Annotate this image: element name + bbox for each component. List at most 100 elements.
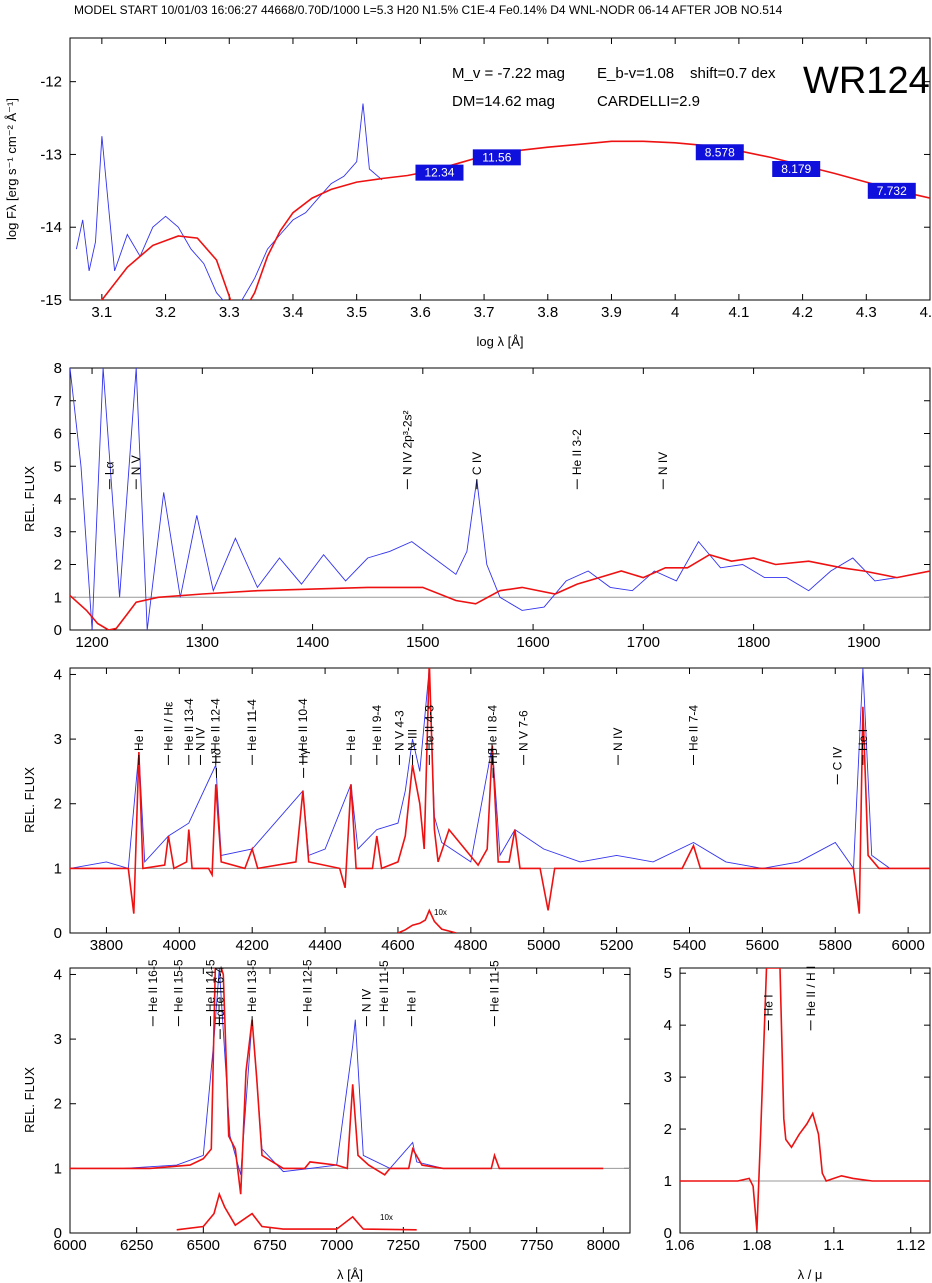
xtick-label: 3.1 — [91, 304, 112, 321]
ytick-label: 7 — [54, 393, 62, 410]
flux-box — [695, 144, 744, 161]
xtick-label: 1400 — [296, 634, 329, 651]
line-id-label: He II 10-4 — [296, 698, 310, 751]
flux-box — [867, 182, 916, 199]
ytick-label: -15 — [40, 292, 62, 309]
xtick-label: 1.06 — [665, 1237, 694, 1254]
red-model_10x-series — [176, 1191, 417, 1231]
line-id-label: N V 7-6 — [517, 710, 531, 751]
line-id-label: N III — [406, 729, 420, 751]
xtick-label: 7250 — [387, 1237, 420, 1254]
line-id-label: He II 12-5 — [301, 959, 315, 1012]
line-id-label: N IV — [360, 989, 374, 1012]
xtick-label: 4400 — [308, 937, 341, 954]
xtick-label: 3.6 — [410, 304, 431, 321]
xtick-label: 6750 — [253, 1237, 286, 1254]
ytick-label: 3 — [54, 1031, 62, 1048]
sed-observed-series — [75, 103, 383, 300]
line-id-label: He I — [405, 990, 419, 1012]
optical-10x-note: 10x — [434, 908, 447, 917]
xtick-label: 1300 — [186, 634, 219, 651]
line-id-label: Hα — [213, 1009, 227, 1025]
line-id-label: He II 6-4 — [212, 966, 226, 1012]
ytick-label: 6 — [54, 426, 62, 443]
annotation-dm: DM=14.62 mag — [452, 93, 555, 110]
line-id-label: He I — [761, 994, 775, 1016]
line-id-label: He II 11-5 — [377, 960, 391, 1012]
xtick-label: 5800 — [819, 937, 852, 954]
uv-panel: REL. FLUX 1200 1300 1400 1500 1600 1700 1800 19… — [22, 360, 931, 651]
red-xlabel: λ [Å] — [337, 1267, 363, 1282]
xtick-label: 3.3 — [219, 304, 240, 321]
flux-box — [772, 161, 821, 177]
line-id-label: He II 8-4 — [485, 705, 499, 751]
xtick-label: 4800 — [454, 937, 487, 954]
xtick-label: 1.12 — [896, 1237, 925, 1254]
xtick-label: 5200 — [600, 937, 633, 954]
red-observed-series — [70, 968, 470, 1175]
ytick-label: 4 — [54, 491, 62, 508]
line-id-label: He I — [344, 729, 358, 751]
ytick-label: 0 — [54, 1225, 62, 1242]
optical-observed-series — [70, 668, 930, 870]
xtick-label: 3.9 — [601, 304, 622, 321]
ytick-label: 0 — [54, 925, 62, 942]
sed-xlabel: log λ [Å] — [477, 334, 524, 349]
red-model-series — [70, 968, 604, 1195]
xtick-label: 5600 — [746, 937, 779, 954]
flux-box — [472, 149, 521, 166]
xtick-label: 4200 — [236, 937, 269, 954]
line-id-label: N V 4-3 — [392, 710, 406, 751]
xtick-label: 4.1 — [728, 304, 749, 321]
ytick-label: 8 — [54, 360, 62, 377]
ytick-label: 3 — [54, 731, 62, 748]
xtick-label: 5000 — [527, 937, 560, 954]
uv-observed-series — [70, 368, 930, 630]
ytick-label: 2 — [54, 796, 62, 813]
xtick-label: 1.1 — [823, 1237, 844, 1254]
ytick-label: -14 — [40, 219, 62, 236]
line-id-label: He II 11-5 — [488, 960, 502, 1012]
xtick-label: 6250 — [120, 1237, 153, 1254]
sed-frame — [69, 37, 931, 301]
sed-model-series — [100, 140, 930, 300]
line-id-label: N IV 2p³-2s² — [400, 410, 414, 475]
ytick-label: 2 — [54, 557, 62, 574]
annotation-ebv: E_b-v=1.08 — [597, 65, 674, 82]
uv-model-series — [70, 553, 930, 630]
line-id-label: He II / Hε — [161, 701, 175, 751]
xtick-label: 4.4 — [920, 304, 932, 321]
xtick-label: 6000 — [891, 937, 924, 954]
object-name: WR124 — [803, 60, 930, 102]
ytick-label: 3 — [54, 524, 62, 541]
ytick-label: 4 — [54, 666, 62, 683]
ytick-label: 2 — [664, 1121, 672, 1138]
line-id-label: He II 7-4 — [687, 705, 701, 751]
xtick-label: 4 — [671, 304, 679, 321]
xtick-label: 3.8 — [537, 304, 558, 321]
header-text: MODEL START 10/01/03 16:06:27 44668/0.70… — [74, 3, 783, 17]
xtick-label: 4.3 — [856, 304, 877, 321]
ytick-label: -12 — [40, 74, 62, 91]
xtick-label: 4.2 — [792, 304, 813, 321]
line-id-label: N IV — [611, 728, 625, 751]
ir-model-series — [680, 968, 930, 1231]
ytick-label: 1 — [54, 1160, 62, 1177]
xtick-label: 3.7 — [474, 304, 495, 321]
annotation-shift: shift=0.7 dex — [690, 65, 776, 82]
xtick-label: 3800 — [90, 937, 123, 954]
ytick-label: 1 — [664, 1173, 672, 1190]
annotation-cardelli: CARDELLI=2.9 — [597, 93, 700, 110]
line-id-label: Lα — [103, 462, 117, 476]
ytick-label: 5 — [54, 458, 62, 475]
flux-box — [415, 164, 464, 181]
xtick-label: 1600 — [516, 634, 549, 651]
annotation-mv: M_v = -7.22 mag — [452, 65, 565, 82]
uv-ylabel: REL. FLUX — [22, 466, 37, 532]
ytick-label: 5 — [664, 965, 672, 982]
ytick-label: 1 — [54, 589, 62, 606]
line-id-label: He II 15-5 — [172, 959, 186, 1012]
line-id-label: He II / H I — [804, 966, 818, 1017]
flux-box-label: 8.179 — [781, 162, 811, 176]
